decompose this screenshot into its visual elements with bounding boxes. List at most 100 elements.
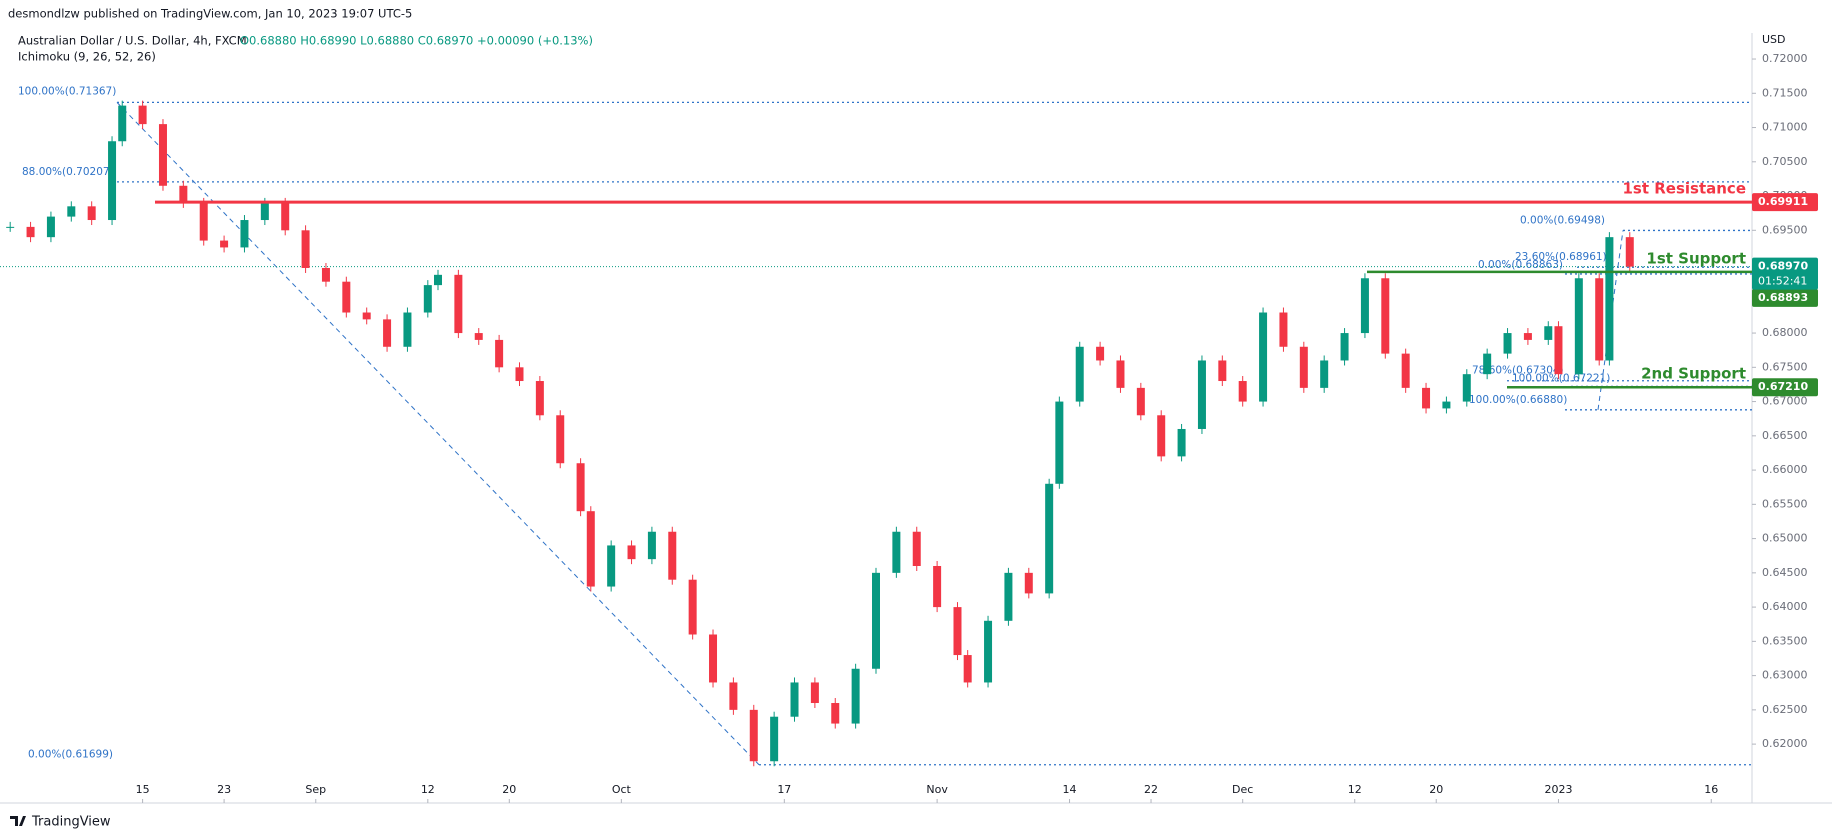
candle	[1004, 572, 1013, 621]
fib-label: 0.00%(0.61699)	[28, 749, 113, 761]
price-tick-label: 0.64000	[1762, 600, 1808, 613]
candle	[1299, 346, 1308, 388]
level-price-label: 0.67210	[1758, 380, 1808, 393]
candle	[586, 511, 595, 587]
candle	[1483, 353, 1492, 375]
price-tick-label: 0.63000	[1762, 669, 1808, 682]
candle	[1595, 278, 1604, 361]
candle	[1045, 483, 1054, 594]
fib-trend	[116, 102, 760, 766]
candle	[1096, 346, 1105, 361]
candle	[607, 545, 616, 587]
price-tick-label: 0.64500	[1762, 566, 1808, 579]
candle	[1605, 237, 1614, 361]
brand: TradingView	[31, 815, 111, 830]
time-tick-label: 12	[421, 783, 435, 796]
price-tick-label: 0.63500	[1762, 634, 1808, 647]
candle	[810, 682, 819, 704]
candle	[749, 709, 758, 762]
candle	[67, 206, 76, 217]
candle	[1625, 237, 1634, 267]
level-name: 1st Resistance	[1622, 180, 1746, 198]
price-tick-label: 0.67000	[1762, 395, 1808, 408]
candle	[474, 333, 483, 340]
candle	[26, 226, 35, 238]
time-tick-label: Nov	[926, 783, 948, 796]
candle	[6, 226, 15, 228]
countdown: 01:52:41	[1758, 275, 1807, 288]
candle	[1238, 381, 1247, 402]
candle	[118, 105, 127, 142]
price-tick-label: 0.72000	[1762, 52, 1808, 65]
candle	[1279, 312, 1288, 347]
candle	[1523, 333, 1532, 340]
fib-label: 0.00%(0.68863)	[1478, 259, 1563, 271]
time-tick-label: 22	[1144, 783, 1158, 796]
candle	[108, 141, 117, 221]
candle	[87, 206, 96, 221]
fib-label: 23.60%(0.68961)	[1515, 251, 1607, 263]
candle	[515, 367, 524, 382]
candle	[495, 339, 504, 368]
candle	[729, 682, 738, 710]
candle	[1157, 415, 1166, 457]
candle	[362, 312, 371, 320]
price-tick-label: 0.66000	[1762, 463, 1808, 476]
candle	[220, 240, 229, 248]
candle	[158, 124, 167, 186]
candle	[963, 655, 972, 683]
candle	[1116, 360, 1125, 388]
indicator: Ichimoku (9, 26, 52, 26)	[18, 50, 156, 64]
candle	[953, 607, 962, 656]
level-price-box	[1752, 193, 1818, 212]
time-tick-label: 2023	[1544, 783, 1572, 796]
candle	[46, 216, 55, 238]
candle	[1218, 360, 1227, 382]
candle	[1055, 401, 1064, 484]
candle	[281, 202, 290, 231]
candle	[668, 531, 677, 580]
candle	[260, 202, 269, 221]
candle	[627, 545, 636, 560]
ohlc: O0.68880 H0.68990 L0.68880 C0.68970 +0.0…	[240, 34, 593, 48]
current-price-box	[1752, 257, 1818, 290]
candle	[454, 274, 463, 334]
current-price-label: 0.68970	[1758, 260, 1808, 273]
logo-mark	[10, 816, 26, 826]
candle	[1401, 353, 1410, 388]
candle	[1197, 360, 1206, 429]
candle	[912, 531, 921, 566]
candle	[1075, 346, 1084, 402]
candle	[1442, 401, 1451, 409]
candle	[1554, 326, 1563, 375]
price-tick-label: 0.67500	[1762, 360, 1808, 373]
candle	[383, 319, 392, 347]
candle	[301, 230, 310, 268]
candle	[576, 463, 585, 512]
level-price-box	[1752, 378, 1818, 397]
candle	[1340, 333, 1349, 361]
candle	[872, 572, 880, 669]
time-tick-label: 20	[502, 783, 516, 796]
time-tick-label: Dec	[1232, 783, 1253, 796]
fib-label: 100.00%(0.66880)	[1469, 394, 1567, 406]
candle	[831, 703, 840, 724]
fib-label: 88.00%(0.70207)	[22, 166, 114, 178]
candle	[1177, 428, 1186, 457]
price-tick-label: 0.69500	[1762, 223, 1808, 236]
candle	[342, 281, 351, 313]
price-tick-label: 0.65000	[1762, 532, 1808, 545]
candle	[240, 220, 249, 248]
candle	[321, 267, 330, 282]
candle	[1024, 572, 1033, 594]
time-tick-label: Oct	[612, 783, 632, 796]
candle	[790, 682, 799, 717]
candle	[179, 185, 188, 203]
symbol-title: Australian Dollar / U.S. Dollar, 4h, FXC…	[18, 34, 247, 48]
price-tick-label: 0.62500	[1762, 703, 1808, 716]
fib-label: 0.00%(0.69498)	[1520, 214, 1605, 226]
candle	[709, 634, 718, 683]
candle	[423, 285, 432, 313]
